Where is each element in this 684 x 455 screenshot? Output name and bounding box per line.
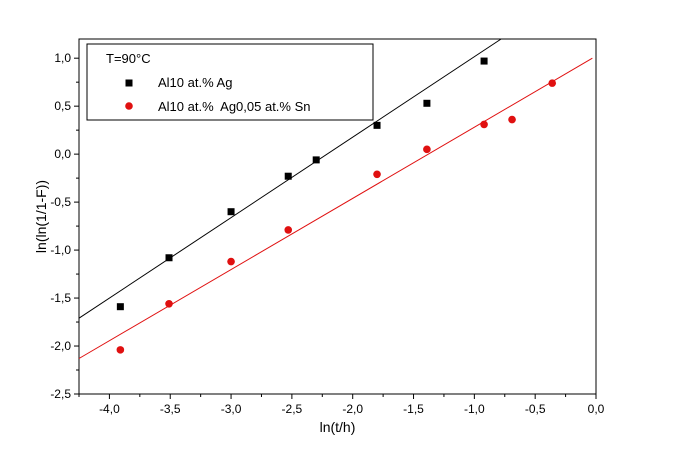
x-tick-label: -1,0 [464,402,485,416]
data-point-series-2 [165,300,173,308]
data-point-series-1 [284,172,292,180]
legend-marker-square [125,79,133,87]
data-point-series-2 [480,120,488,129]
y-axis-label: ln(ln(1/1-F)) [33,180,49,253]
x-tick-label: -4,0 [99,402,120,416]
data-point-series-1 [480,57,488,65]
y-tick-label: 0,0 [54,147,71,161]
data-point-series-2 [508,115,516,124]
legend: T=90°C Al10 at.% Ag Al10 at.% Ag0,05 at.… [86,43,374,121]
data-point-series-2 [373,170,381,179]
y-axis-ticks: -2,5 -2,0 -1,5 -1,0 -0,5 0,0 0,5 1,0 [50,51,79,401]
data-point-series-1 [373,121,381,129]
legend-label-series-2: Al10 at.% Ag0,05 at.% Sn [158,99,311,114]
x-tick-label: -3,0 [221,402,242,416]
y-tick-label: -2,5 [50,387,71,401]
y-tick-label: -2,0 [50,339,71,353]
legend-title: T=90°C [106,51,151,66]
data-point-series-2 [423,145,431,154]
x-tick-label: -2,5 [282,402,303,416]
y-tick-label: 0,5 [54,99,71,113]
data-point-series-2 [227,257,235,266]
legend-marker-circle [125,102,133,110]
x-axis-ticks: -4,0 -3,5 -3,0 -2,5 -2,0 -1,5 -1,0 -0,5 0,0 [78,394,605,416]
data-point-series-1 [312,156,320,164]
legend-box [86,43,374,121]
data-point-series-1 [165,254,173,262]
x-tick-label: 0,0 [588,402,605,416]
data-point-series-1 [423,99,431,107]
data-point-series-2 [284,226,293,234]
x-tick-label: -0,5 [525,402,546,416]
data-point-series-2 [116,346,125,354]
plot-area-frame [78,38,597,395]
y-tick-label: -1,5 [50,291,71,305]
legend-label-series-1: Al10 at.% Ag [158,75,232,90]
x-tick-label: -2,0 [342,402,363,416]
data-point-series-1 [227,208,235,216]
data-point-series-2 [548,79,557,87]
data-point-series-1 [116,303,124,311]
data-markers [116,57,557,354]
x-tick-label: -3,5 [160,402,181,416]
x-axis-label: ln(t/h) [320,419,356,435]
y-tick-label: -1,0 [50,243,71,257]
y-tick-label: -0,5 [50,195,71,209]
y-tick-label: 1,0 [54,51,71,65]
x-tick-label: -1,5 [403,402,424,416]
fit-line-series-2 [78,57,593,359]
